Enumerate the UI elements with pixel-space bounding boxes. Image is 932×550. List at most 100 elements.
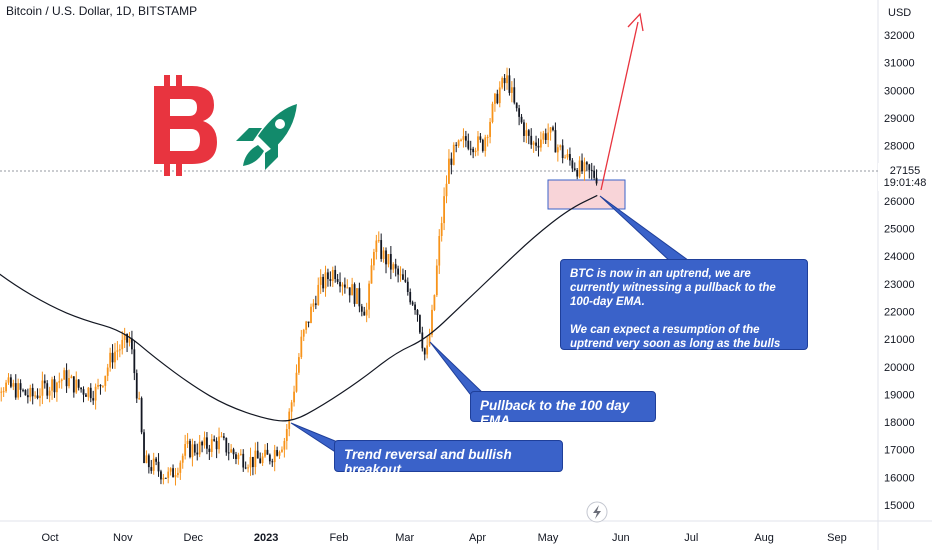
candle-body [421,332,424,349]
candle-body [416,310,419,316]
candle-body [222,436,225,438]
price-axis-label: 16000 [884,472,915,484]
candle-body [394,264,397,269]
candle-body [307,321,310,323]
candle-body [588,164,591,170]
candle-body [428,334,431,346]
candle-body [554,130,557,153]
candle-body [508,75,511,93]
candle-body [278,451,281,456]
candle-body [334,269,337,280]
candle-body [341,284,344,287]
candle-body [556,147,559,153]
price-axis-label: 20000 [884,362,915,374]
candle-body [535,142,537,146]
last-price-tag: 27155 19:01:48 [878,163,932,191]
candle-body [7,377,10,383]
candle-body [26,395,29,398]
candle-body [5,382,7,392]
candle-body [527,130,530,136]
candle-body [174,475,177,478]
candle-body [300,336,303,358]
candle-body [140,398,143,433]
time-axis-label: Sep [827,532,847,544]
time-axis[interactable]: Oct Nov Dec 2023 Feb Mar Apr May Jun Jul Aug Sep [41,532,846,544]
candle-body [85,394,87,397]
candle-body [498,87,501,104]
candle-body [559,145,562,148]
price-axis-label: 31000 [884,58,915,70]
callout-uptrend-text-2: We can expect a resumption of the uptren… [570,324,781,364]
candle-body [181,455,184,463]
candle-body [539,139,542,148]
price-axis-label: 30000 [884,85,915,97]
candle-body [218,436,220,450]
bitcoin-logo-icon [154,75,217,176]
candle-body [70,376,73,379]
candle-body [523,122,525,136]
flash-icon[interactable] [586,501,608,523]
candle-body [210,439,213,452]
candle-body [232,449,235,455]
candle-body [184,444,187,456]
price-axis-unit: USD [888,7,911,19]
candle-body [426,345,429,355]
candle-body [72,376,75,393]
candle-body [385,250,387,265]
candle-body [544,133,547,141]
candle-body [377,240,380,242]
price-axis[interactable]: USD 32000 31000 30000 29000 28000 26000 25000 24… [884,7,915,512]
candle-body [252,456,254,468]
time-axis-label: Jun [612,532,630,544]
candle-body [373,251,375,266]
candle-body [435,265,438,296]
candle-body [172,468,174,478]
candle-body [186,440,189,445]
candle-body [273,450,276,463]
time-axis-label: 2023 [254,532,278,544]
candle-body [82,389,85,395]
candle-body [515,102,518,109]
support-zone [547,179,626,210]
time-axis-label: May [538,532,559,544]
time-axis-label: Dec [184,532,204,544]
candle-body [312,303,315,307]
price-axis-label: 32000 [884,30,915,42]
candle-body [489,121,491,137]
candle-body [109,352,112,368]
candle-body [101,385,104,387]
candle-body [402,274,404,280]
candle-body [155,458,158,462]
candle-body [324,272,327,289]
candle-body [121,339,124,350]
price-axis-label: 22000 [884,306,915,318]
candle-body [532,142,535,145]
callout-trend-reversal: Trend reversal and bullish breakout [334,440,563,477]
bar-countdown: 19:01:48 [883,177,927,189]
candle-body [561,145,564,159]
candle-body [467,140,470,149]
candle-body [578,160,581,177]
candle-body [68,378,70,387]
price-axis-label: 15000 [884,500,915,512]
candle-body [198,441,201,455]
candle-body [201,441,203,446]
candle-body [576,170,579,177]
candle-body [440,223,443,237]
candle-body [486,136,489,138]
candle-body [590,169,593,171]
candle-body [256,450,259,459]
candle-body [382,250,385,259]
candle-body [343,284,346,288]
candle-body [566,154,569,158]
candle-body [525,130,528,136]
candle-body [145,455,148,464]
time-axis-label: Apr [469,532,486,544]
candle-body [92,398,95,401]
candle-body [331,269,334,281]
rocket-icon [236,104,297,170]
candle-body [53,379,56,393]
candle-body [530,135,533,145]
candle-body [363,311,366,316]
last-price-value: 27155 [889,165,921,177]
